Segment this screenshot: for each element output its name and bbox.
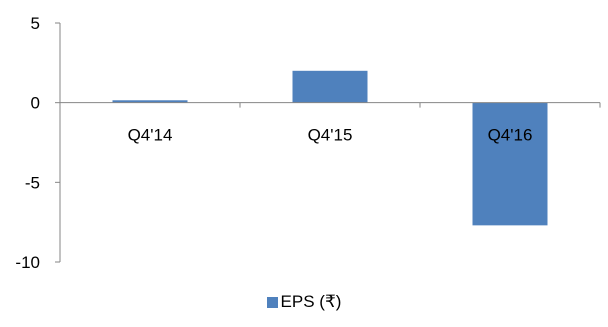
legend: EPS (₹)	[0, 292, 608, 312]
legend-swatch	[266, 297, 278, 308]
category-labels: Q4'14 Q4'15 Q4'16	[128, 126, 533, 145]
y-axis: 5 0 -5 -10	[15, 14, 61, 272]
category-label: Q4'16	[488, 126, 533, 145]
y-tick-label: -5	[25, 173, 40, 192]
category-label: Q4'14	[128, 126, 173, 145]
y-tick-label: -10	[15, 253, 40, 272]
bar	[292, 70, 368, 103]
y-tick-label: 5	[31, 14, 40, 33]
x-axis	[59, 102, 601, 108]
y-tick-label: 0	[31, 94, 40, 113]
bar	[472, 102, 548, 226]
bar-group	[112, 70, 548, 226]
legend-label: EPS (₹)	[280, 292, 342, 311]
category-label: Q4'15	[308, 126, 353, 145]
bar	[112, 100, 188, 103]
